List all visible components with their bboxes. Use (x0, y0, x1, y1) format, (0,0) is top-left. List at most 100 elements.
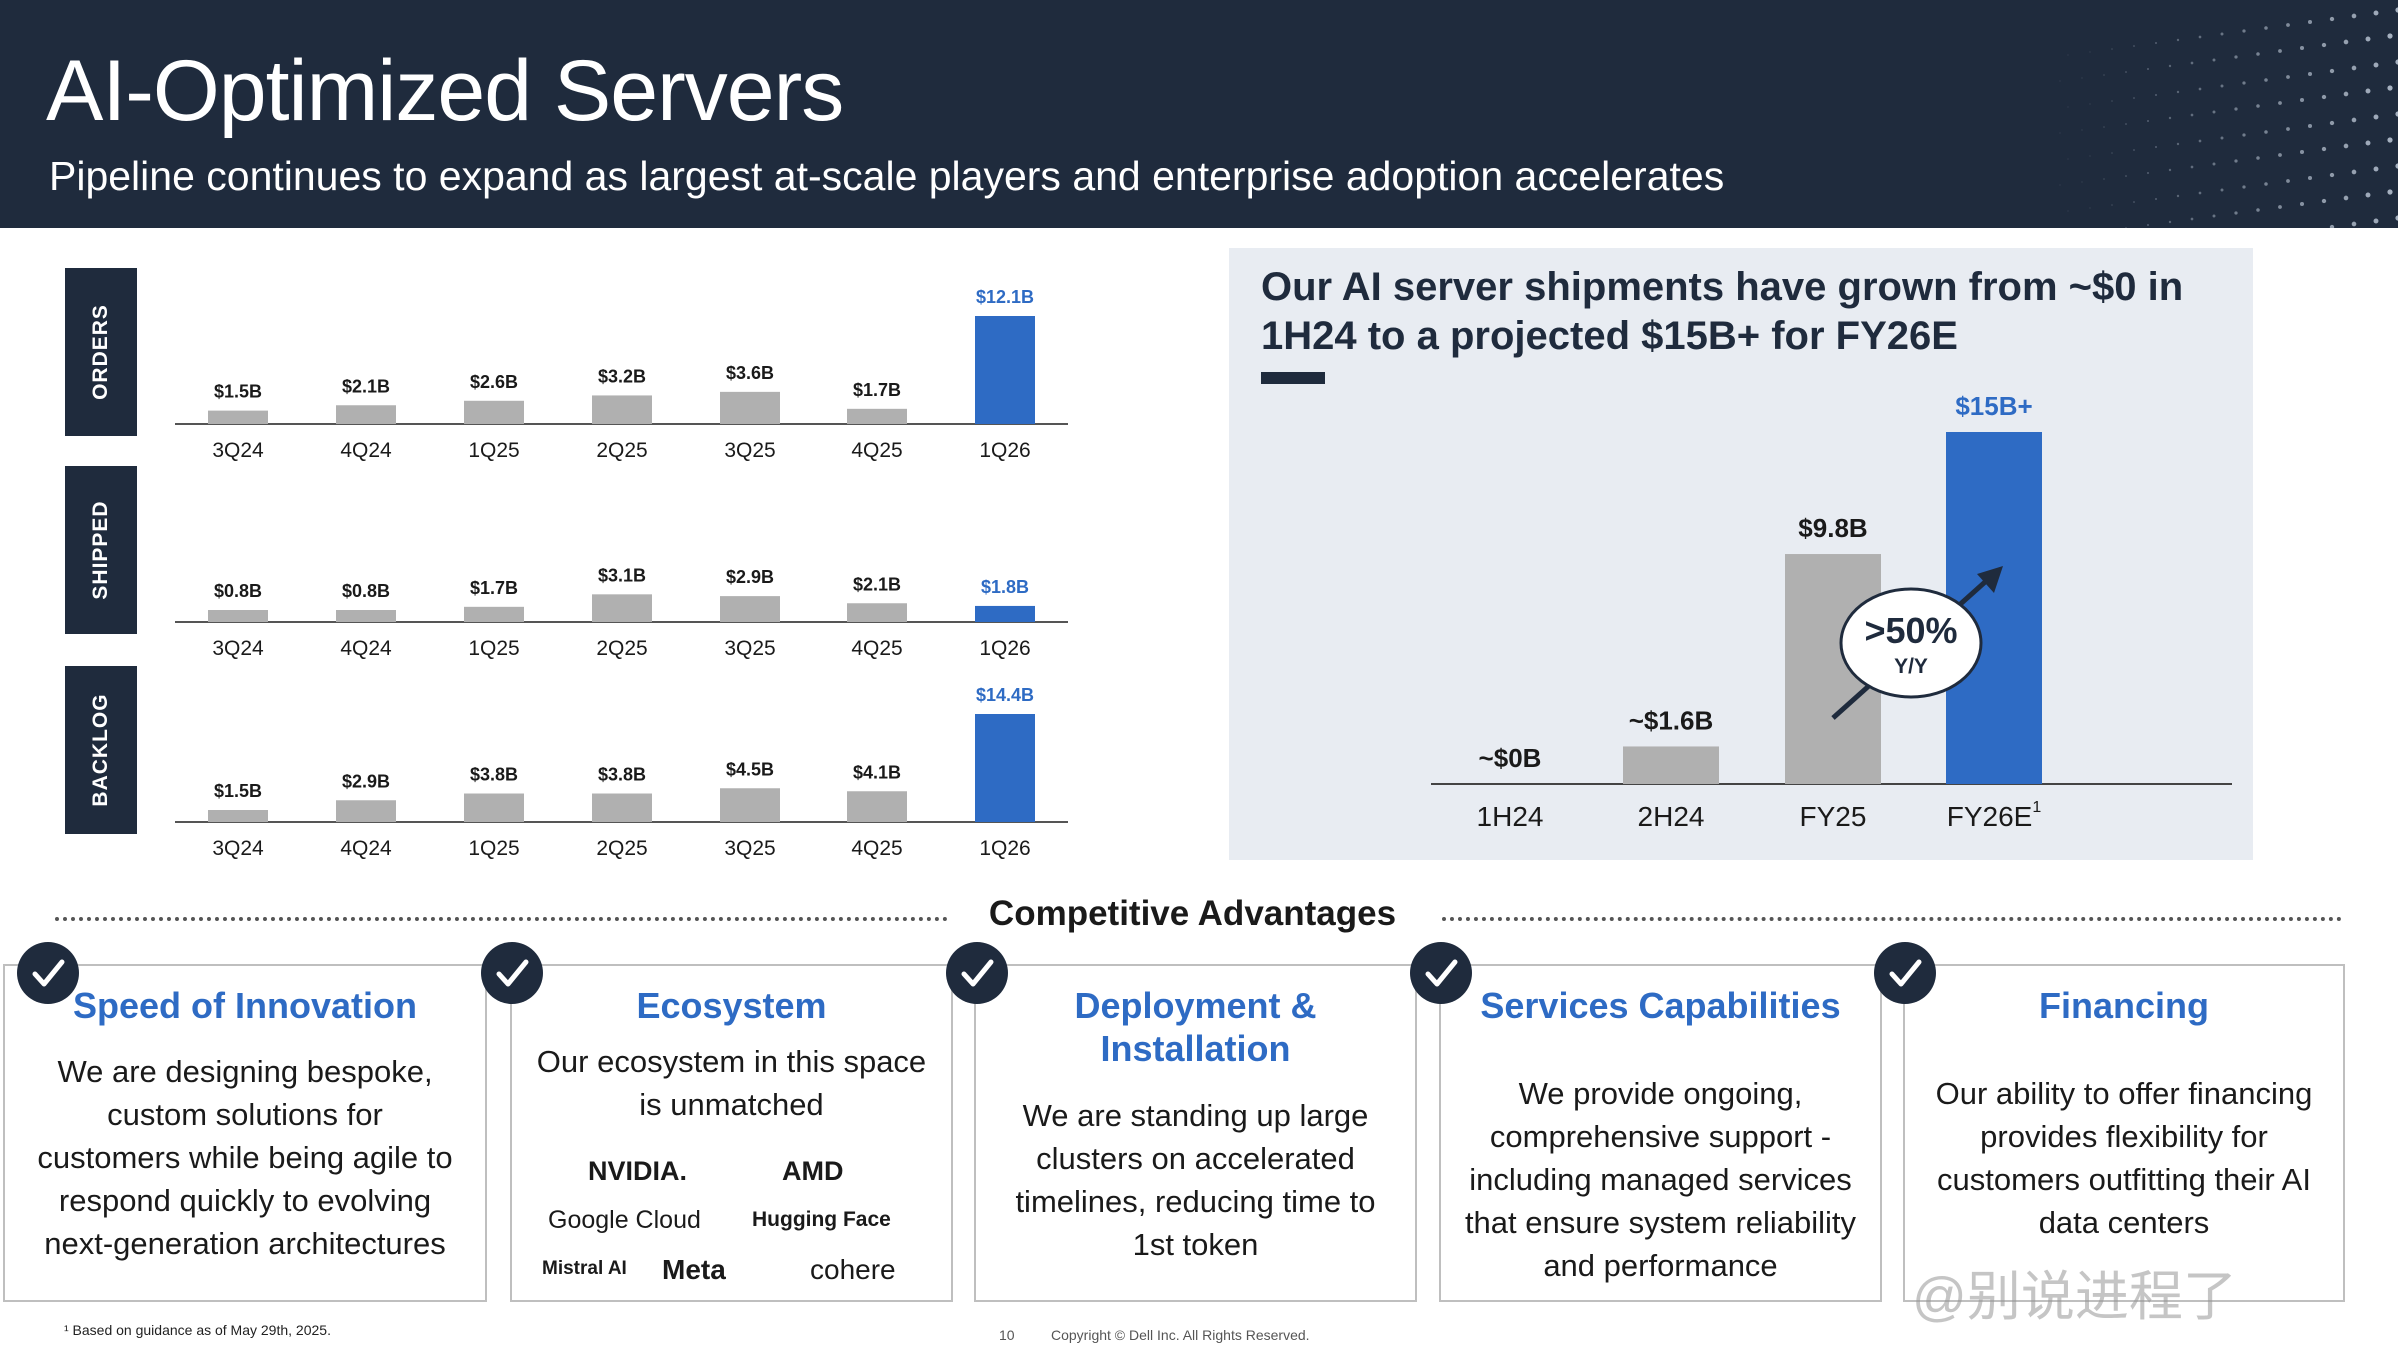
bar-value-label: $9.8B (1798, 513, 1867, 543)
advantage-card: Services Capabilities We provide ongoing,… (1439, 964, 1882, 1302)
bar-value-label: $3.8B (598, 765, 646, 785)
bar-value-label: $4.5B (726, 759, 774, 779)
shipped-label: SHIPPED (65, 466, 137, 634)
category-label: FY25 (1800, 801, 1867, 832)
divider-right (1442, 917, 2342, 921)
divider-left (55, 917, 948, 921)
category-label: 1Q26 (979, 637, 1030, 660)
checkmark-icon (1874, 942, 1936, 1004)
bar (720, 788, 780, 822)
ai-shipments-title: Our AI server shipments have grown from … (1261, 265, 2184, 358)
category-label: 2Q25 (596, 837, 647, 860)
advantage-card: Deployment & Installation We are standing … (974, 964, 1417, 1302)
title-accent-bar (1261, 372, 1325, 384)
growth-yoy: Y/Y (1894, 655, 1928, 678)
bar (592, 793, 652, 822)
bar-value-label: $1.8B (981, 577, 1029, 597)
bar (847, 408, 907, 424)
bar-value-label: $0.8B (214, 581, 262, 601)
backlog-label: BACKLOG (65, 666, 137, 834)
bar-value-label: $2.1B (342, 376, 390, 396)
ai-shipments-panel: Our AI server shipments have grown from … (1229, 248, 2253, 860)
advantage-card-title: Speed of Innovation (72, 985, 417, 1026)
category-label: 3Q25 (724, 837, 775, 860)
category-label: 1Q26 (979, 439, 1030, 462)
category-label: 1Q25 (468, 439, 519, 462)
bar-value-label: ~$1.6B (1629, 705, 1714, 735)
bar-value-label: $2.6B (470, 372, 518, 392)
category-label: 3Q25 (724, 439, 775, 462)
bar-value-label: $2.9B (726, 567, 774, 587)
checkmark-icon (946, 942, 1008, 1004)
footnote: ¹ Based on guidance as of May 29th, 2025… (64, 1322, 331, 1338)
checkmark-icon (1410, 942, 1472, 1004)
category-label: 2H24 (1638, 801, 1705, 832)
bar (847, 791, 907, 822)
advantage-card: Ecosystem Our ecosystem in this space is u… (510, 964, 953, 1302)
bar (336, 800, 396, 822)
cohere-logo: cohere (810, 1254, 896, 1285)
category-label: 4Q25 (851, 637, 902, 660)
bar-value-label: $15B+ (1955, 391, 2032, 421)
bar-value-label: $1.7B (853, 380, 901, 400)
category-label: 4Q24 (340, 837, 392, 860)
bar-value-label: ~$0B (1479, 743, 1542, 773)
category-label: 4Q25 (851, 837, 902, 860)
amd-logo: AMD (782, 1156, 844, 1186)
bar-value-label: $14.4B (976, 685, 1034, 705)
page-number: 10 (999, 1327, 1015, 1343)
bar-value-label: $3.8B (470, 765, 518, 785)
category-label: 1H24 (1477, 801, 1544, 832)
category-label: 1Q25 (468, 837, 519, 860)
advantage-card: Speed of Innovation We are designing besp… (3, 964, 487, 1302)
bar (975, 605, 1035, 622)
page-subtitle: Pipeline continues to expand as largest … (49, 153, 1725, 199)
bar (847, 603, 907, 622)
bar-value-label: $3.6B (726, 363, 774, 383)
category-label: 2Q25 (596, 637, 647, 660)
advantage-card: Financing Our ability to offer financing p… (1903, 964, 2345, 1302)
bar (464, 400, 524, 424)
category-label: 2Q25 (596, 439, 647, 462)
bar (592, 395, 652, 424)
bar-value-label: $3.1B (598, 565, 646, 585)
advantage-card-title: Financing (2039, 985, 2209, 1026)
bar-value-label: $4.1B (853, 762, 901, 782)
nvidia-logo: NVIDIA. (588, 1156, 688, 1186)
quarterly-bar-charts: $1.5B 3Q24 $2.1B 4Q24 $2.6B 1Q25 $3.2B 2Q25 $3.6… (175, 287, 1068, 860)
bar-value-label: $1.5B (214, 781, 262, 801)
decorative-dot-pattern (2059, 7, 2398, 228)
bar (336, 405, 396, 424)
competitive-advantages-title: Competitive Advantages (988, 894, 1397, 933)
advantage-card-body: We are designing bespoke, custom solution… (37, 1054, 453, 1261)
bar-value-label: $12.1B (976, 287, 1034, 307)
bar (975, 316, 1035, 424)
slide-header: AI-Optimized Servers Pipeline continues … (0, 0, 2398, 228)
category-label: 4Q25 (851, 439, 902, 462)
bar-value-label: $1.7B (470, 578, 518, 598)
category-label: 3Q24 (212, 837, 264, 860)
advantage-card-title: Ecosystem (636, 985, 827, 1026)
page-title: AI-Optimized Servers (46, 43, 844, 139)
watermark: @别说进程了 (1912, 1267, 2237, 1327)
advantage-card-body: Our ability to offer financing provides f… (1935, 1076, 2313, 1240)
category-label: 3Q24 (212, 637, 264, 660)
arrow-head-icon (1977, 566, 2003, 593)
bar (208, 410, 268, 424)
ai-shipments-chart: ~$0B 1H24 ~$1.6B 2H24 $9.8B FY25 $15B+ FY26E1 >5… (1431, 391, 2232, 832)
advantage-card-body: Our ecosystem in this space is unmatched (536, 1044, 927, 1122)
advantage-card-title: Deployment & Installation (1074, 985, 1317, 1069)
category-label: 4Q24 (340, 439, 392, 462)
growth-callout (1839, 587, 1983, 699)
category-label: 3Q25 (724, 637, 775, 660)
advantage-card-body: We provide ongoing, comprehensive support… (1464, 1076, 1857, 1283)
bar (208, 610, 268, 622)
bar (720, 596, 780, 622)
bar (336, 610, 396, 622)
orders-label: ORDERS (65, 268, 137, 436)
growth-percent: >50% (1864, 610, 1957, 651)
category-label: 3Q24 (212, 439, 264, 462)
category-label: FY26E1 (1947, 799, 2042, 832)
bar-value-label: $0.8B (342, 581, 390, 601)
bar-value-label: $1.5B (214, 382, 262, 402)
